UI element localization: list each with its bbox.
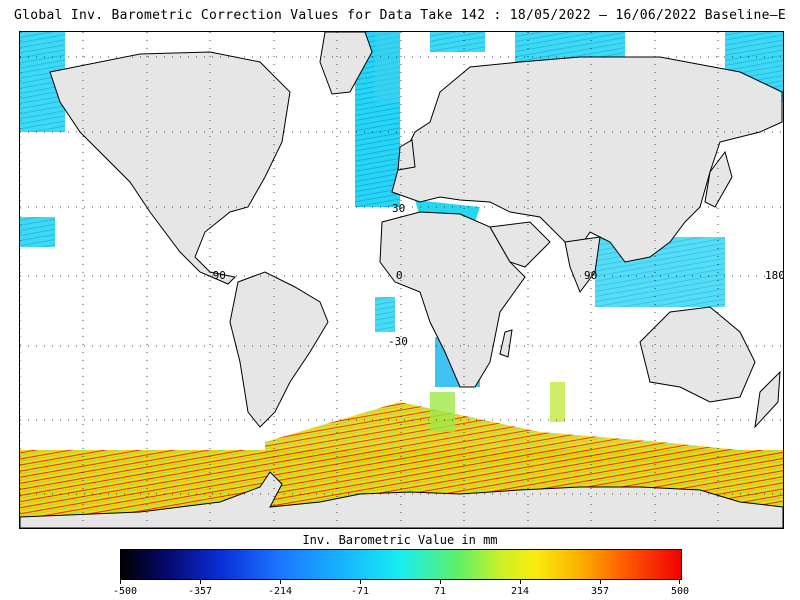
- lon-label-180: 180: [765, 269, 784, 282]
- colorbar-label-214: 214: [510, 586, 530, 597]
- colorbar-title: Inv. Barometric Value in mm: [302, 533, 498, 547]
- world-map[interactable]: -90 0 90 180 30 -30: [19, 31, 784, 529]
- lat-label-30: 30: [392, 202, 406, 215]
- colorbar-label-minus214: -214: [267, 586, 293, 597]
- colorbar-label-minus357: -357: [187, 586, 213, 597]
- plot-title: Global Inv. Barometric Correction Values…: [13, 8, 787, 23]
- lon-label-90: 90: [584, 269, 598, 282]
- lon-label-0: 0: [396, 269, 403, 282]
- map-canvas: [20, 32, 783, 528]
- lat-label-minus30: -30: [388, 335, 408, 348]
- colorbar-label-357: 357: [590, 586, 610, 597]
- land-masses: [20, 32, 783, 528]
- colorbar-label-minus500: -500: [112, 586, 138, 597]
- colorbar-ticks: [120, 579, 680, 587]
- lon-label-minus90: -90: [206, 269, 226, 282]
- graticule: [20, 32, 783, 528]
- colorbar-label-500: 500: [670, 586, 690, 597]
- colorbar-label-71: 71: [433, 586, 447, 597]
- colorbar: [120, 549, 682, 580]
- colorbar-label-minus71: -71: [350, 586, 370, 597]
